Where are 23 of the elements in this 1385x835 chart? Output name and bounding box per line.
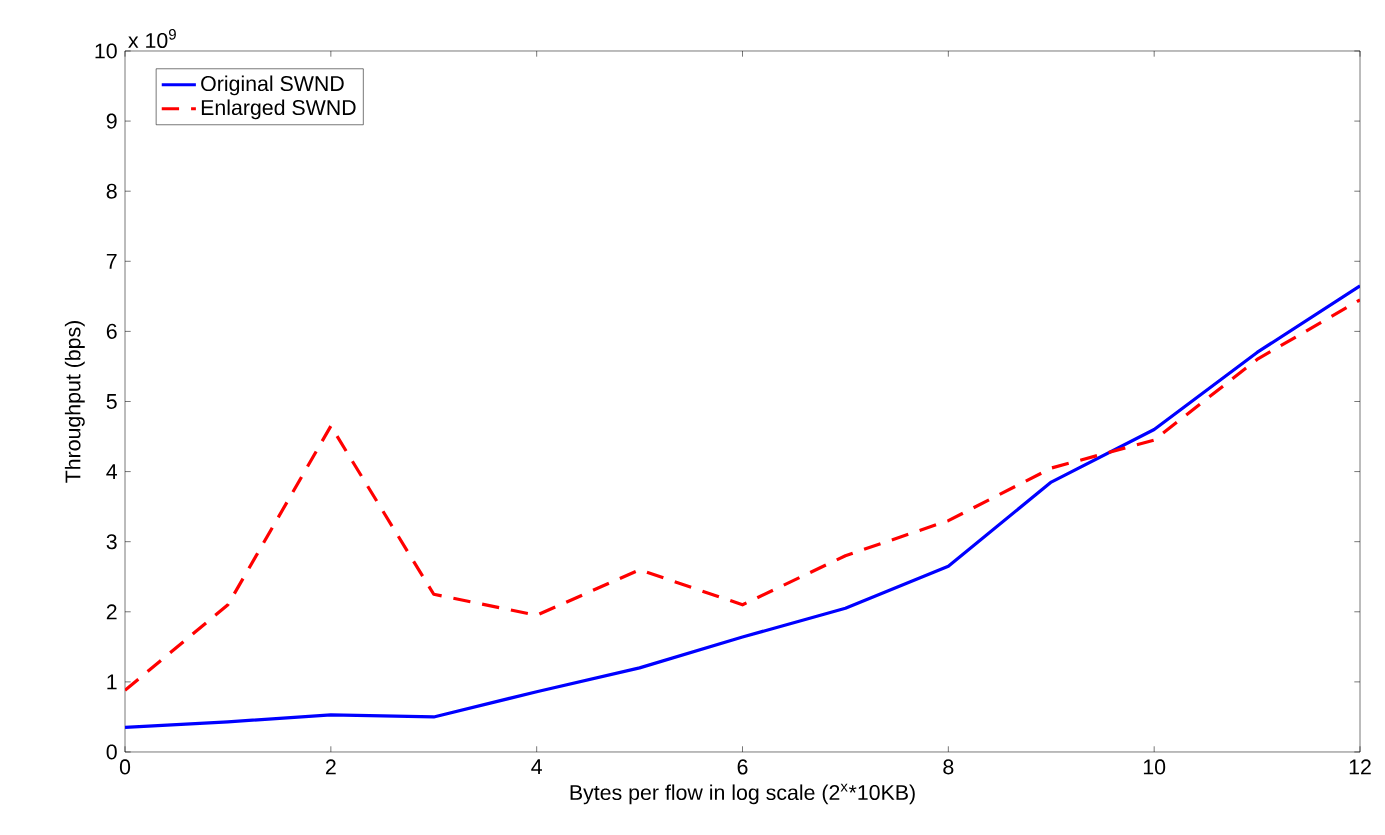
y-tick-label: 1 bbox=[107, 674, 117, 690]
y-axis-title: Throughput (bps) bbox=[64, 321, 85, 483]
legend-label: Original SWND bbox=[201, 75, 344, 96]
x-tick-label: 8 bbox=[943, 759, 954, 775]
y-tick-label: 6 bbox=[106, 323, 117, 339]
x-tick-label: 0 bbox=[119, 759, 131, 775]
x-axis-title: Bytes per flow in log scale (2$^{x}$*10KB) bbox=[570, 783, 915, 805]
x-tick-label: 4 bbox=[531, 759, 542, 775]
text: x 10$^{9}$ bbox=[128, 29, 176, 49]
y-tick-label: 9 bbox=[106, 113, 117, 129]
x-tick-label: 2 bbox=[325, 759, 336, 775]
y-tick-label: 3 bbox=[106, 534, 117, 550]
x-tick-label: 12 bbox=[1349, 759, 1371, 775]
y-tick-label: 7 bbox=[106, 253, 117, 269]
y-tick-label: 10 bbox=[95, 43, 117, 59]
x-tick-label: 6 bbox=[737, 759, 748, 775]
y-tick-label: 4 bbox=[106, 464, 117, 479]
y-tick-label: 2 bbox=[106, 604, 117, 620]
legend-label: Enlarged SWND bbox=[201, 99, 356, 120]
x-tick-label: 10 bbox=[1143, 759, 1166, 775]
y-tick-label: 8 bbox=[106, 183, 117, 199]
y-tick-label: 5 bbox=[106, 394, 117, 409]
y-tick-label: 0 bbox=[106, 744, 117, 760]
